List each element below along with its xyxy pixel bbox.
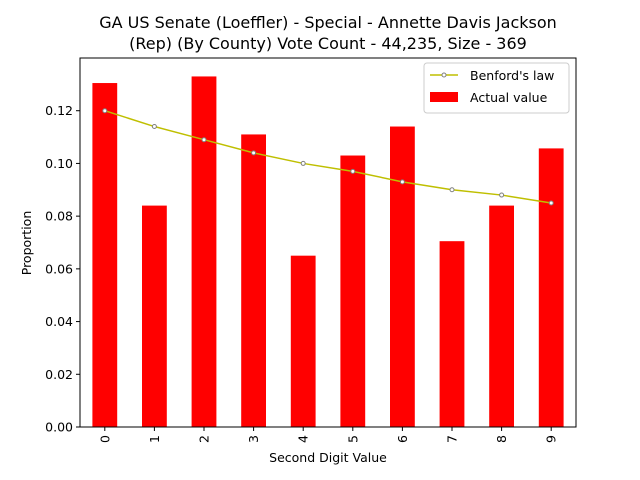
- chart-title-line2: (Rep) (By County) Vote Count - 44,235, S…: [129, 34, 527, 53]
- x-axis-label: Second Digit Value: [269, 450, 387, 465]
- y-tick-label: 0.10: [45, 156, 73, 171]
- axes-frame: [79, 57, 577, 428]
- x-tick-label: 6: [395, 435, 410, 443]
- y-tick-label: 0.04: [45, 314, 73, 329]
- y-tick-label: 0.08: [45, 209, 73, 224]
- legend-frame: [423, 62, 570, 114]
- x-tick-label: 1: [147, 435, 162, 443]
- legend-actual-label: Actual value: [470, 90, 548, 105]
- x-tick-label: 5: [345, 435, 360, 443]
- bar-4: [290, 255, 316, 427]
- x-tick-label: 0: [97, 435, 112, 443]
- legend-benford-marker: [441, 72, 447, 78]
- benford-point-4: [300, 160, 306, 166]
- bar-9: [538, 148, 564, 427]
- y-tick-label: 0.12: [45, 103, 73, 118]
- benford-point-1: [151, 124, 157, 130]
- x-tick-label: 4: [296, 435, 311, 443]
- y-tick-label: 0.02: [45, 367, 73, 382]
- benford-point-2: [201, 137, 207, 143]
- benford-line: [104, 109, 552, 204]
- y-tick-label: 0.06: [45, 261, 73, 276]
- benford-point-8: [499, 192, 505, 198]
- benford-point-5: [350, 168, 356, 174]
- x-tick-label: 3: [246, 435, 261, 443]
- legend-benford-label: Benford's law: [470, 68, 554, 83]
- legend: Benford's law Actual value: [423, 62, 570, 114]
- bar-3: [241, 134, 266, 427]
- y-tick-label: 0.00: [45, 420, 73, 435]
- y-axis-label: Proportion: [19, 211, 34, 276]
- benford-point-6: [399, 179, 405, 185]
- benford-point-9: [548, 200, 554, 206]
- benford-point-0: [102, 108, 108, 114]
- chart-title-line1: GA US Senate (Loeffler) - Special - Anne…: [99, 13, 557, 32]
- bar-6: [390, 126, 415, 428]
- bar-2: [191, 76, 217, 427]
- x-tick-label: 7: [445, 435, 460, 443]
- bar-0: [92, 83, 118, 428]
- x-tick-label: 2: [197, 435, 212, 443]
- bar-8: [489, 205, 514, 427]
- legend-actual-patch: [430, 92, 458, 102]
- x-tick-label: 9: [544, 435, 559, 443]
- plot-area: 0.00 0.02 0.04 0.06 0.08 0.10 0.12 0 1 2 3 4 5 6 7 8 9: [45, 57, 577, 443]
- x-tick-label: 8: [494, 435, 509, 443]
- benford-point-7: [449, 187, 455, 193]
- bar-7: [439, 241, 465, 427]
- bar-1: [142, 205, 167, 427]
- benford-point-3: [251, 150, 257, 156]
- bar-5: [340, 155, 366, 427]
